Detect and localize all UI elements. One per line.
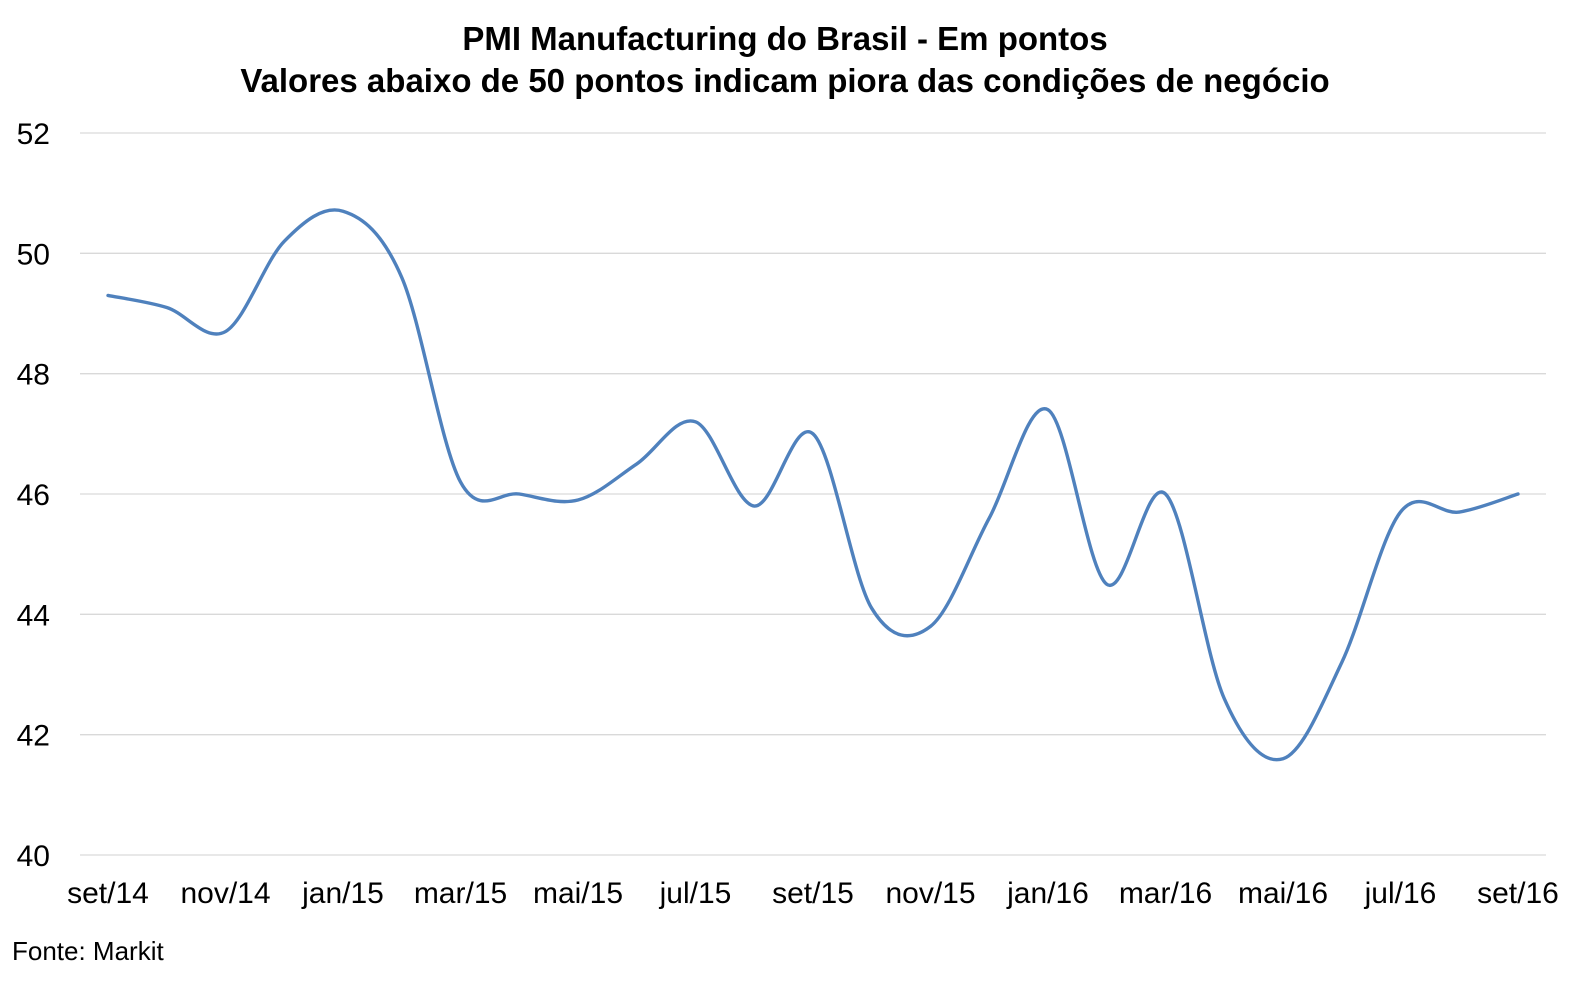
data-point <box>1456 509 1462 515</box>
data-point <box>575 497 581 503</box>
data-point <box>281 238 287 244</box>
y-tick-label: 44 <box>17 599 50 632</box>
y-tick-label: 48 <box>17 359 50 392</box>
y-tick-label: 42 <box>17 720 50 753</box>
x-tick-label: set/14 <box>67 877 149 910</box>
data-point <box>810 431 816 437</box>
x-tick-label: set/16 <box>1477 877 1559 910</box>
x-tick-label: set/15 <box>772 877 854 910</box>
data-point <box>105 292 111 298</box>
series-line <box>106 208 1520 762</box>
x-tick-label: jan/16 <box>1006 877 1089 910</box>
chart-title: PMI Manufacturing do Brasil - Em pontos <box>462 20 1107 57</box>
data-point <box>1221 696 1227 702</box>
data-point <box>164 304 170 310</box>
x-tick-label: nov/14 <box>180 877 270 910</box>
data-point <box>928 623 934 629</box>
y-tick-label: 52 <box>17 118 50 151</box>
y-tick-label: 40 <box>17 840 50 873</box>
data-point <box>751 503 757 509</box>
y-tick-label: 50 <box>17 238 50 271</box>
data-point <box>340 208 346 214</box>
chart-subtitle: Valores abaixo de 50 pontos indicam pior… <box>240 62 1329 99</box>
data-point <box>1339 659 1345 665</box>
data-point <box>869 605 875 611</box>
data-point <box>986 515 992 521</box>
x-tick-label: mai/15 <box>533 877 623 910</box>
data-point <box>1104 581 1110 587</box>
source-note: Fonte: Markit <box>12 936 164 966</box>
x-tick-label: jul/16 <box>1364 877 1437 910</box>
data-point <box>634 461 640 467</box>
x-tick-label: jul/15 <box>659 877 732 910</box>
data-point <box>693 419 699 425</box>
x-axis-tick-labels: set/14 nov/14 jan/15 mar/15 mai/15 jul/15 set/… <box>67 877 1559 910</box>
x-tick-label: mai/16 <box>1238 877 1328 910</box>
series-layer <box>105 208 1521 762</box>
data-point <box>458 479 464 485</box>
data-point <box>223 329 229 335</box>
y-axis-tick-labels: 40 42 44 46 48 50 52 <box>17 118 50 873</box>
data-point <box>1398 509 1404 515</box>
data-point <box>1163 491 1169 497</box>
x-tick-label: mar/16 <box>1119 877 1212 910</box>
data-point <box>1515 491 1521 497</box>
y-tick-label: 46 <box>17 479 50 512</box>
data-point <box>1045 407 1051 413</box>
data-point <box>399 274 405 280</box>
data-point <box>516 491 522 497</box>
data-point <box>1280 756 1286 762</box>
x-tick-label: mar/15 <box>414 877 507 910</box>
x-tick-label: nov/15 <box>885 877 975 910</box>
gridlines <box>80 132 1546 856</box>
x-tick-label: jan/15 <box>301 877 384 910</box>
